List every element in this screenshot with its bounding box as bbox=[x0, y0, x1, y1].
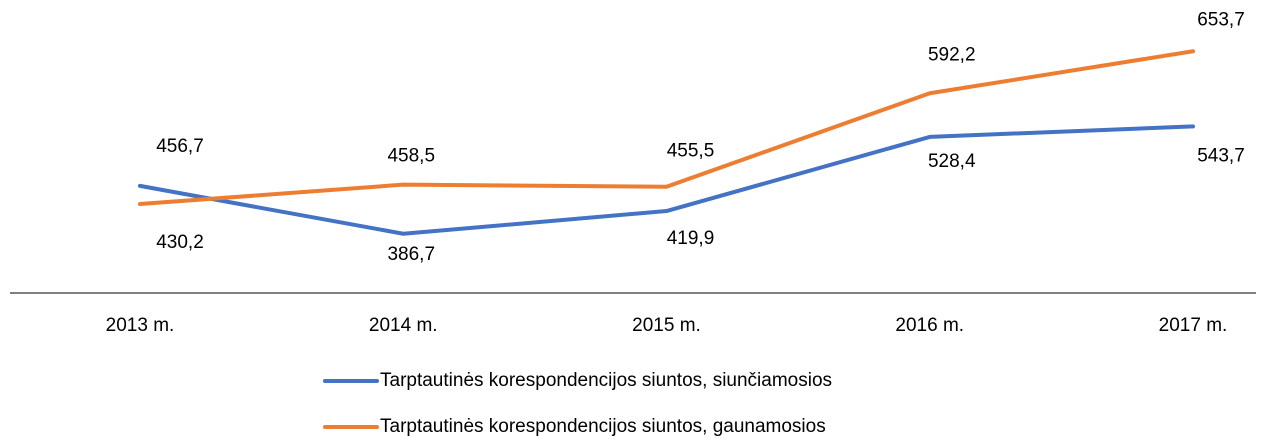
data-label: 592,2 bbox=[928, 44, 976, 65]
x-tick-label: 2013 m. bbox=[106, 315, 175, 336]
data-label: 455,5 bbox=[667, 141, 715, 162]
data-label: 543,7 bbox=[1197, 145, 1245, 166]
x-tick-label: 2017 m. bbox=[1159, 315, 1228, 336]
data-label: 456,7 bbox=[156, 136, 204, 157]
series-line bbox=[138, 124, 1195, 236]
data-label: 419,9 bbox=[667, 228, 715, 249]
x-tick-label: 2014 m. bbox=[369, 315, 438, 336]
data-label: 458,5 bbox=[387, 146, 435, 167]
data-label: 653,7 bbox=[1197, 9, 1245, 30]
data-label: 386,7 bbox=[387, 244, 435, 265]
legend-label: Tarptautinės korespondencijos siuntos, g… bbox=[380, 416, 826, 437]
x-tick-label: 2016 m. bbox=[895, 315, 964, 336]
series-line bbox=[138, 49, 1195, 207]
x-tick-label: 2015 m. bbox=[632, 315, 701, 336]
data-label: 430,2 bbox=[156, 232, 204, 253]
legend-label: Tarptautinės korespondencijos siuntos, s… bbox=[380, 370, 832, 391]
data-label: 528,4 bbox=[928, 151, 976, 172]
